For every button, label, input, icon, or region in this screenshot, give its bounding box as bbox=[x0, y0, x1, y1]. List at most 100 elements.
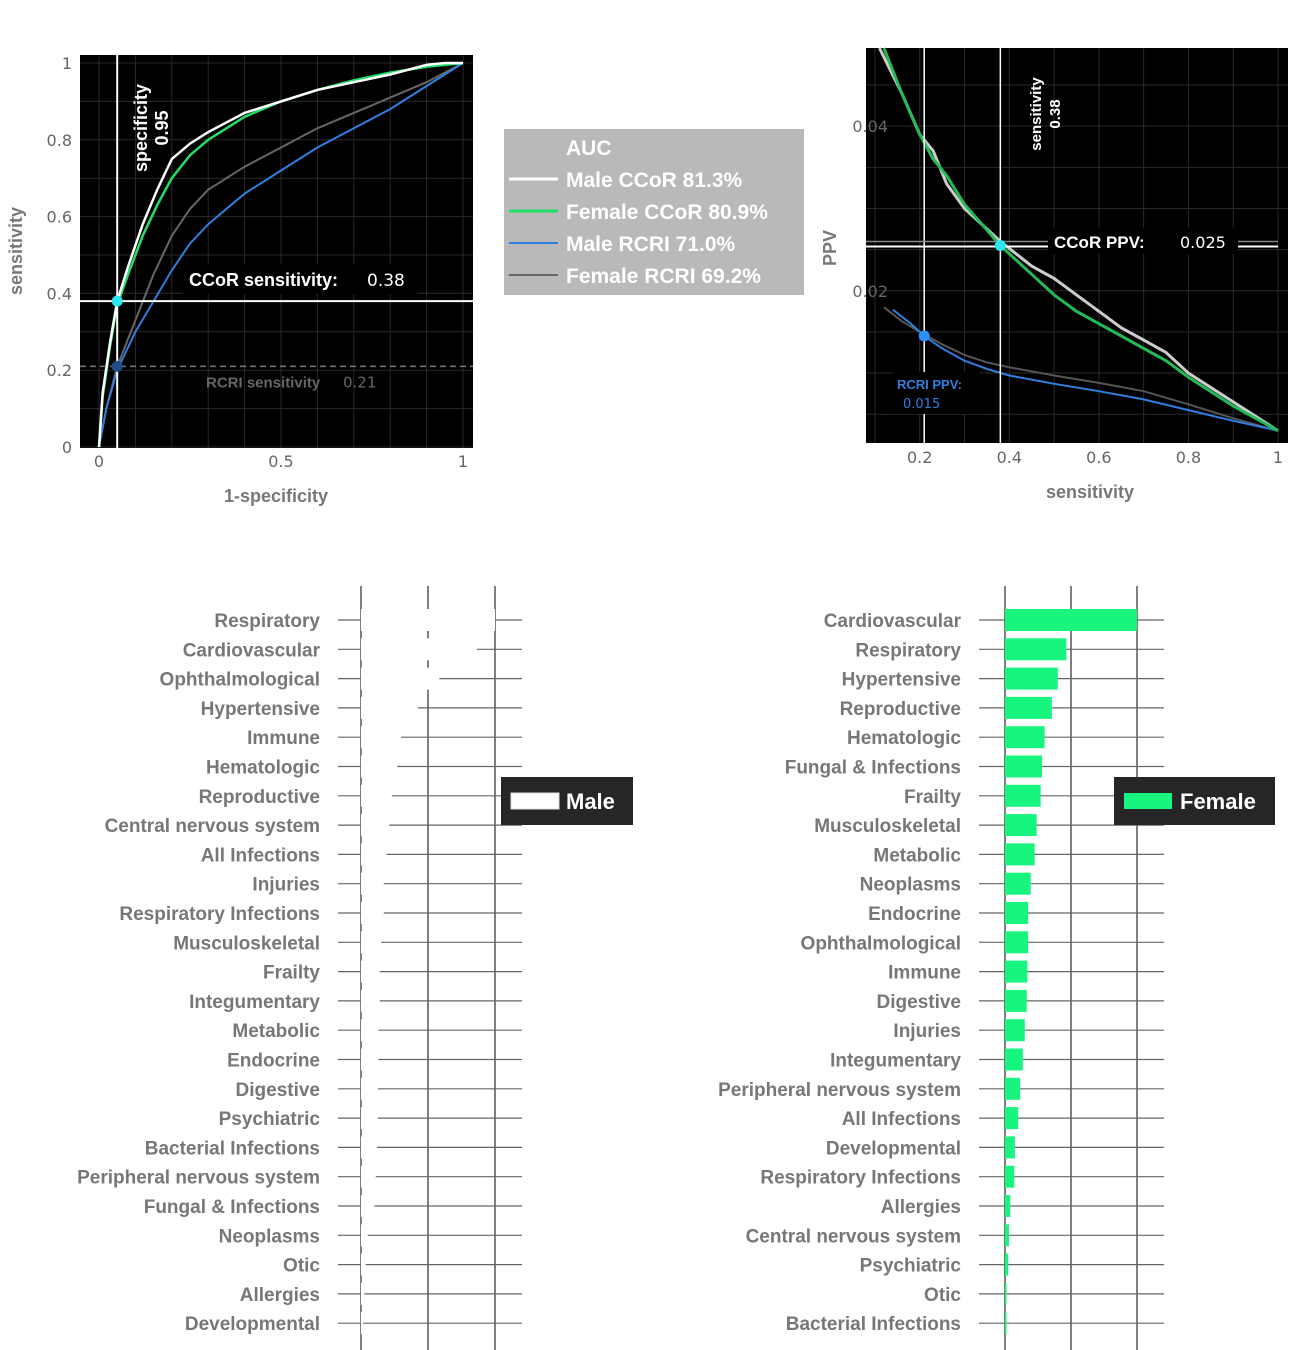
male-bar bbox=[361, 872, 384, 895]
male-category-label: Endocrine bbox=[227, 1051, 320, 1072]
male-category-label: Neoplasms bbox=[219, 1226, 320, 1247]
male-category-label: Injuries bbox=[252, 875, 320, 896]
roc-y-tick: 0.6 bbox=[47, 208, 72, 227]
male-legend-swatch bbox=[510, 792, 560, 810]
male-category-label: Peripheral nervous system bbox=[77, 1168, 320, 1189]
roc-ccor-label: CCoR sensitivity: bbox=[189, 270, 338, 290]
male-bar bbox=[361, 638, 477, 661]
female-bar bbox=[1005, 1165, 1015, 1188]
female-category-label: Neoplasms bbox=[860, 875, 961, 896]
ppv-rcri-point bbox=[918, 330, 930, 342]
female-bar bbox=[1005, 1136, 1015, 1159]
ppv-y-axis-label: PPV bbox=[820, 230, 840, 266]
female-category-label: All Infections bbox=[842, 1109, 961, 1130]
female-legend-swatch bbox=[1124, 793, 1172, 809]
ppv-ccor-label-bg bbox=[1048, 228, 1238, 254]
female-category-label: Fungal & Infections bbox=[785, 758, 961, 779]
roc-specificity-value: 0.95 bbox=[152, 110, 172, 145]
male-bar bbox=[361, 989, 380, 1012]
ppv-series-line bbox=[882, 47, 1279, 433]
male-category-label: Hematologic bbox=[206, 758, 320, 779]
ppv-series-line bbox=[878, 47, 1279, 432]
male-bar bbox=[361, 931, 382, 954]
male-category-label: Hypertensive bbox=[201, 699, 320, 720]
legend-item-label: Female CCoR 80.9% bbox=[566, 201, 768, 224]
female-bar bbox=[1005, 1224, 1009, 1247]
female-legend-label: Female bbox=[1180, 789, 1256, 814]
roc-y-tick: 1 bbox=[62, 54, 72, 73]
auc-legend-title: AUC bbox=[566, 137, 612, 160]
female-bars bbox=[1005, 609, 1137, 1335]
female-bar bbox=[1005, 1048, 1023, 1071]
female-category-label: Respiratory Infections bbox=[760, 1168, 961, 1189]
male-bar bbox=[361, 609, 495, 631]
male-bar bbox=[361, 667, 440, 690]
roc-plot-area bbox=[80, 55, 473, 448]
male-category-label: Psychiatric bbox=[219, 1109, 321, 1130]
female-category-label: Psychiatric bbox=[860, 1256, 962, 1277]
roc-annotations: specificity 0.95 CCoR sensitivity: 0.38 RCRI… bbox=[80, 55, 473, 448]
female-bar bbox=[1005, 902, 1029, 924]
male-bar bbox=[361, 814, 390, 837]
male-bar bbox=[361, 1312, 364, 1335]
male-bar bbox=[361, 1136, 378, 1159]
female-category-label: Respiratory bbox=[855, 640, 961, 661]
male-legend-label: Male bbox=[566, 789, 615, 814]
female-bar bbox=[1005, 638, 1067, 661]
male-bar-chart: Respiratory Cardiovascular Ophthalmologica… bbox=[77, 586, 633, 1350]
ppv-ticks: 0.2 0.4 0.6 0.8 1 0.02 0.04 bbox=[852, 117, 1283, 467]
male-bar bbox=[361, 960, 380, 983]
legend-item-label: Male RCRI 71.0% bbox=[566, 233, 736, 256]
male-category-label: Immune bbox=[247, 728, 320, 749]
male-category-label: Digestive bbox=[236, 1080, 320, 1101]
ppv-x-tick: 0.8 bbox=[1176, 448, 1201, 467]
roc-y-tick: 0 bbox=[62, 438, 72, 457]
male-category-label: Bacterial Infections bbox=[145, 1138, 320, 1159]
male-category-label: Reproductive bbox=[199, 787, 320, 808]
male-bar bbox=[361, 1282, 365, 1305]
female-category-label: Metabolic bbox=[873, 845, 961, 866]
male-category-label: Musculoskeletal bbox=[173, 933, 320, 954]
ppv-x-tick: 0.6 bbox=[1086, 448, 1111, 467]
male-category-label: Metabolic bbox=[232, 1021, 320, 1042]
roc-y-axis-label: sensitivity bbox=[6, 207, 26, 295]
roc-chart: specificity 0.95 CCoR sensitivity: 0.38 RCRI… bbox=[6, 54, 473, 506]
male-bar bbox=[361, 843, 387, 866]
roc-x-axis-label: 1-specificity bbox=[224, 486, 328, 506]
male-category-label: Ophthalmological bbox=[160, 670, 320, 691]
female-category-labels: Cardiovascular Respiratory Hypertensive Rep… bbox=[718, 611, 961, 1335]
ppv-y-tick: 0.02 bbox=[852, 282, 888, 301]
ppv-ccor-value: 0.025 bbox=[1180, 233, 1226, 252]
roc-ccor-label-bg bbox=[183, 264, 417, 295]
female-category-label: Developmental bbox=[826, 1138, 961, 1159]
legend-item-label: Male CCoR 81.3% bbox=[566, 169, 743, 192]
roc-ccor-value: 0.38 bbox=[367, 271, 405, 291]
female-bar bbox=[1005, 784, 1041, 807]
female-category-label: Immune bbox=[888, 963, 961, 984]
female-bar bbox=[1005, 667, 1058, 690]
roc-x-tick: 0.5 bbox=[268, 452, 293, 471]
female-category-label: Musculoskeletal bbox=[814, 816, 961, 837]
female-bar bbox=[1005, 1195, 1011, 1217]
roc-series-line bbox=[98, 62, 464, 448]
male-bar bbox=[361, 1019, 379, 1042]
female-category-label: Bacterial Infections bbox=[786, 1314, 961, 1335]
ppv-ccor-point bbox=[994, 240, 1006, 251]
ppv-ccor-label: CCoR PPV: bbox=[1054, 233, 1145, 252]
female-bar bbox=[1005, 755, 1042, 778]
female-category-label: Allergies bbox=[881, 1197, 961, 1218]
female-bar bbox=[1005, 872, 1031, 895]
female-category-label: Frailty bbox=[904, 787, 961, 808]
roc-rcri-value: 0.21 bbox=[343, 373, 376, 391]
male-bar bbox=[361, 755, 398, 778]
roc-series-line bbox=[97, 61, 463, 448]
roc-series bbox=[97, 61, 464, 448]
roc-y-tick: 0.4 bbox=[47, 284, 72, 303]
roc-rcri-label: RCRI sensitivity bbox=[206, 374, 321, 391]
female-bar bbox=[1005, 696, 1052, 719]
female-bar bbox=[1005, 726, 1045, 749]
roc-specificity-label: specificity bbox=[131, 84, 151, 172]
ppv-sensitivity-label: sensitivity bbox=[1028, 77, 1045, 151]
female-bar bbox=[1005, 1107, 1019, 1130]
male-bar bbox=[361, 784, 392, 807]
